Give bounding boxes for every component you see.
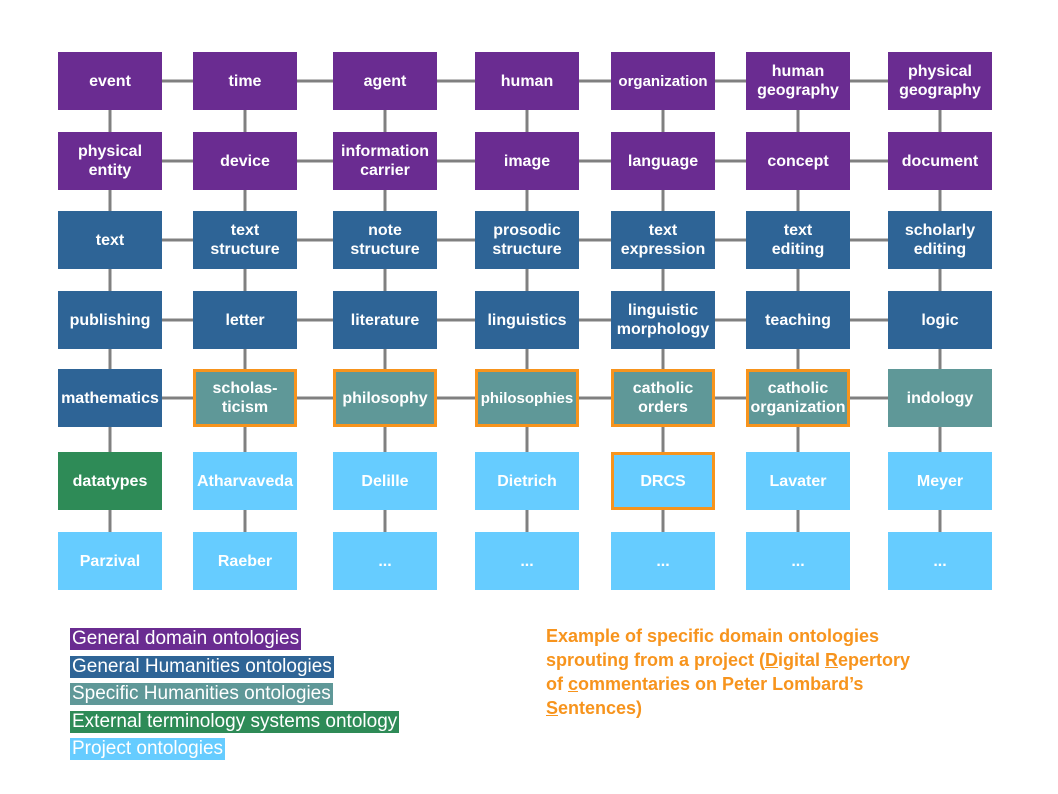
note-text: igital: [778, 650, 826, 670]
ontology-node: ...: [746, 532, 850, 590]
ontology-node: catholic organization: [746, 369, 850, 427]
ontology-node: Parzival: [58, 532, 162, 590]
ontology-node: physical geography: [888, 52, 992, 110]
example-note: Example of specific domain ontologies sp…: [546, 624, 1006, 720]
ontology-node: ...: [475, 532, 579, 590]
ontology-node: text expression: [611, 211, 715, 269]
note-initial: c: [568, 674, 579, 694]
ontology-node: event: [58, 52, 162, 110]
ontology-node: indology: [888, 369, 992, 427]
ontology-node: information carrier: [333, 132, 437, 190]
note-initial: R: [825, 650, 839, 670]
ontology-node: ...: [611, 532, 715, 590]
note-initial: S: [546, 698, 559, 718]
ontology-node: Atharvaveda: [193, 452, 297, 510]
ontology-node: human: [475, 52, 579, 110]
ontology-node: catholic orders: [611, 369, 715, 427]
legend-item: External terminology systems ontology: [70, 710, 400, 733]
ontology-node: organization: [611, 52, 715, 110]
ontology-node: ...: [333, 532, 437, 590]
ontology-node: document: [888, 132, 992, 190]
ontology-node: image: [475, 132, 579, 190]
note-text: ommentaries on Peter Lombard’s: [578, 674, 864, 694]
ontology-node: philosophies: [475, 369, 579, 427]
note-text: Example of specific domain ontologies sp…: [546, 626, 880, 670]
ontology-node: human geography: [746, 52, 850, 110]
ontology-node: prosodic structure: [475, 211, 579, 269]
legend-item: Project ontologies: [70, 738, 226, 760]
ontology-node: Delille: [333, 452, 437, 510]
ontology-node: language: [611, 132, 715, 190]
ontology-node: concept: [746, 132, 850, 190]
ontology-node: ...: [888, 532, 992, 590]
note-text: epertory of: [546, 650, 911, 694]
ontology-node: scholas- ticism: [193, 369, 297, 427]
ontology-node: letter: [193, 291, 297, 349]
ontology-node: time: [193, 52, 297, 110]
legend-item: General domain ontologies: [70, 628, 302, 650]
ontology-node: mathematics: [58, 369, 162, 427]
ontology-node: linguistic morphology: [611, 291, 715, 349]
ontology-node: Raeber: [193, 532, 297, 590]
ontology-node: DRCS: [611, 452, 715, 510]
ontology-node: datatypes: [58, 452, 162, 510]
ontology-node: philosophy: [333, 369, 437, 427]
ontology-node: Meyer: [888, 452, 992, 510]
ontology-node: logic: [888, 291, 992, 349]
legend-item: General Humanities ontologies: [70, 655, 334, 678]
ontology-node: text: [58, 211, 162, 269]
note-text: entences): [558, 698, 643, 718]
ontology-node: note structure: [333, 211, 437, 269]
ontology-node: literature: [333, 291, 437, 349]
ontology-node: agent: [333, 52, 437, 110]
ontology-node: linguistics: [475, 291, 579, 349]
legend-item: Specific Humanities ontologies: [70, 683, 333, 705]
ontology-node: physical entity: [58, 132, 162, 190]
ontology-node: scholarly editing: [888, 211, 992, 269]
ontology-node: text structure: [193, 211, 297, 269]
ontology-node: Dietrich: [475, 452, 579, 510]
note-initial: D: [765, 650, 779, 670]
ontology-node: publishing: [58, 291, 162, 349]
ontology-node: teaching: [746, 291, 850, 349]
ontology-node: Lavater: [746, 452, 850, 510]
ontology-node: text editing: [746, 211, 850, 269]
ontology-node: device: [193, 132, 297, 190]
